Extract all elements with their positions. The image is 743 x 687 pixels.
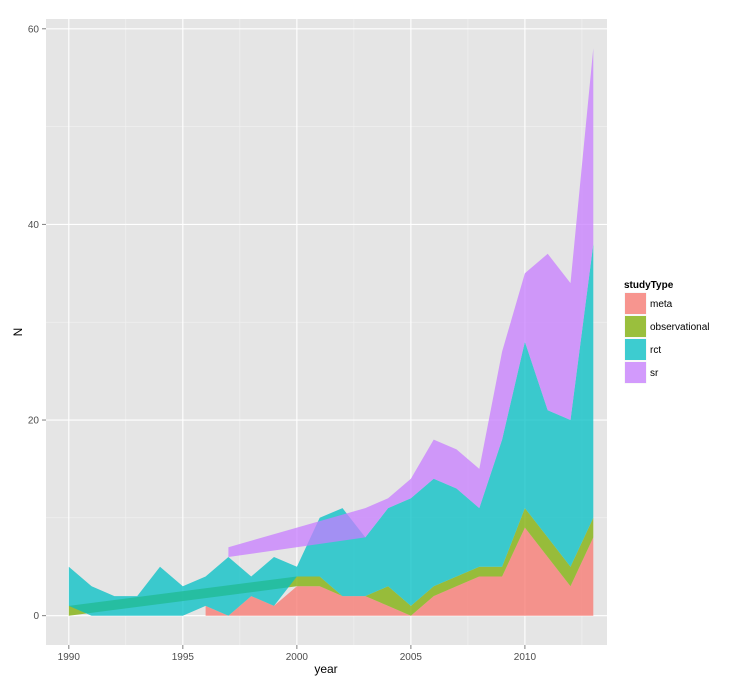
x-tick-label: 2005 [400, 652, 423, 663]
legend-label-observational: observational [650, 322, 709, 333]
legend: studyType meta observational rct sr [623, 280, 709, 385]
legend-label-sr: sr [650, 368, 659, 379]
legend-title: studyType [624, 280, 674, 291]
y-tick-label: 0 [33, 611, 39, 622]
x-tick-label: 1990 [58, 652, 81, 663]
y-axis-title: N [11, 328, 25, 337]
legend-swatch-sr [625, 362, 646, 383]
y-tick-label: 20 [28, 416, 40, 427]
legend-label-meta: meta [650, 299, 673, 310]
x-tick-label: 2010 [514, 652, 537, 663]
legend-swatch-observational [625, 316, 646, 337]
x-axis-title: year [314, 662, 337, 676]
legend-items: meta observational rct sr [623, 291, 709, 385]
x-axis-ticks: 1990 1995 2000 2005 2010 [58, 645, 537, 663]
legend-swatch-meta [625, 293, 646, 314]
area-series-sr [228, 48, 594, 558]
legend-swatch-rct [625, 339, 646, 360]
area-series-meta [205, 527, 594, 616]
y-tick-label: 60 [28, 24, 40, 35]
y-axis-ticks: 0 20 40 60 [28, 24, 46, 622]
area-series-rct [68, 244, 594, 616]
legend-label-rct: rct [650, 345, 661, 356]
x-tick-label: 1995 [172, 652, 195, 663]
x-tick-label: 2000 [286, 652, 309, 663]
area-series-layer [68, 48, 594, 616]
y-tick-label: 40 [28, 220, 40, 231]
